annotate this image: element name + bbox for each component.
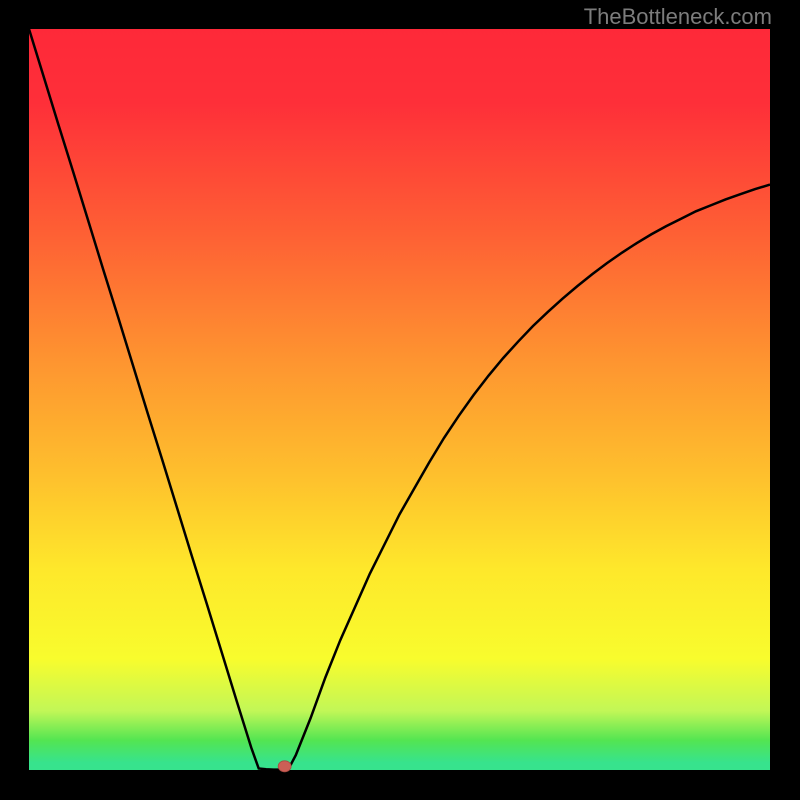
plot-background: [29, 29, 770, 770]
watermark-text: TheBottleneck.com: [584, 4, 772, 30]
chart-container: TheBottleneck.com: [0, 0, 800, 800]
bottleneck-chart: [0, 0, 800, 800]
optimal-point-marker: [278, 761, 291, 772]
